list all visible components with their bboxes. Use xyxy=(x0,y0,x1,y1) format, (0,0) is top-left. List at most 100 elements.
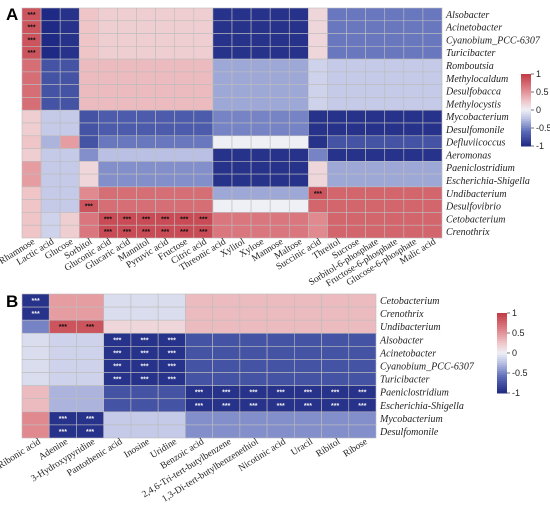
heatmap-cell xyxy=(269,212,290,226)
significance-mark: *** xyxy=(180,229,188,236)
legend-tick-label: 0.5 xyxy=(512,328,525,338)
heatmap-cell xyxy=(98,135,118,149)
significance-mark: *** xyxy=(358,390,366,397)
heatmap-cell xyxy=(288,20,309,34)
heatmap-cell xyxy=(348,332,377,347)
heatmap-cell xyxy=(174,46,195,60)
heatmap-cell xyxy=(384,135,405,149)
heatmap-cell xyxy=(365,135,386,149)
legend-gradient-step xyxy=(497,367,507,370)
heatmap-cell xyxy=(384,20,405,34)
heatmap-cell xyxy=(250,109,271,124)
row-label: Alsobacter xyxy=(379,335,423,346)
heatmap-cell xyxy=(250,148,271,162)
heatmap-cell xyxy=(231,97,252,111)
heatmap-cell xyxy=(348,372,377,386)
row-label: Desulfomonile xyxy=(379,427,439,438)
legend-tick-label: -0.5 xyxy=(512,368,528,378)
heatmap-cell xyxy=(185,411,213,426)
legend-tick-label: -0.5 xyxy=(536,123,550,133)
heatmap-cell xyxy=(98,161,118,175)
legend-gradient-step xyxy=(497,391,507,394)
heatmap-cell xyxy=(117,33,137,47)
heatmap-cell xyxy=(327,122,347,137)
heatmap-cell xyxy=(269,224,290,239)
heatmap-cell xyxy=(403,173,424,188)
heatmap-cell xyxy=(117,135,137,149)
heatmap-cell xyxy=(212,411,241,426)
heatmap-cell xyxy=(193,122,214,137)
heatmap-cell xyxy=(174,58,195,73)
heatmap-cell xyxy=(327,199,347,213)
legend-gradient-step xyxy=(521,129,531,133)
heatmap-cell xyxy=(239,359,268,373)
heatmap-cell xyxy=(59,135,80,149)
heatmap-cell xyxy=(59,161,80,175)
legend-gradient-step xyxy=(497,325,507,328)
column-label: Ribitol xyxy=(314,437,342,460)
legend-gradient-step xyxy=(497,329,507,332)
heatmap-cell xyxy=(193,97,214,111)
heatmap-cell xyxy=(59,224,80,239)
heatmap-cell xyxy=(365,97,386,111)
heatmap-cell xyxy=(384,224,405,239)
row-label: Aeromonas xyxy=(445,150,491,161)
heatmap-cell xyxy=(103,398,132,413)
legend-gradient-step xyxy=(497,373,507,376)
heatmap-cell xyxy=(103,306,132,321)
legend-gradient-step xyxy=(521,122,531,125)
heatmap-cell xyxy=(21,212,42,226)
heatmap-cell xyxy=(174,122,195,137)
heatmap-cell xyxy=(98,186,118,200)
significance-mark: *** xyxy=(140,350,148,357)
heatmap-cell xyxy=(59,109,80,124)
heatmap-cell xyxy=(40,199,61,213)
heatmap-cell xyxy=(130,424,159,439)
heatmap-cell xyxy=(117,97,137,111)
heatmap-cell xyxy=(136,199,156,213)
heatmap-cell xyxy=(384,161,405,175)
legend-gradient-step xyxy=(497,343,507,346)
legend-gradient-step xyxy=(521,138,531,142)
legend-gradient-step xyxy=(521,131,531,134)
significance-mark: *** xyxy=(140,377,148,384)
heatmap-cell xyxy=(231,20,252,34)
heatmap-cell xyxy=(308,109,328,124)
heatmap-cell xyxy=(76,306,104,321)
legend-gradient-step xyxy=(521,135,531,138)
heatmap-cell xyxy=(269,135,290,149)
heatmap-cell xyxy=(98,199,118,213)
heatmap-cell xyxy=(269,199,290,213)
heatmap-cell xyxy=(365,186,386,200)
legend-gradient-step xyxy=(521,144,531,147)
heatmap-cell xyxy=(346,135,366,149)
heatmap-cell xyxy=(365,161,386,175)
heatmap-cell xyxy=(40,84,61,98)
significance-mark: *** xyxy=(331,390,339,397)
legend-gradient-step xyxy=(497,345,507,348)
heatmap-cell xyxy=(136,186,156,200)
legend-gradient-step xyxy=(497,331,507,334)
heatmap-cell xyxy=(59,212,80,226)
heatmap-cell xyxy=(212,122,233,137)
heatmap-cell xyxy=(231,161,252,175)
legend-gradient-step xyxy=(521,117,531,120)
heatmap-cell xyxy=(269,97,290,111)
heatmap-cell xyxy=(269,84,290,98)
heatmap-cell xyxy=(212,306,241,321)
significance-mark: *** xyxy=(59,416,67,423)
heatmap-cell xyxy=(78,84,99,98)
heatmap-cell xyxy=(308,20,328,34)
significance-mark: *** xyxy=(277,390,285,397)
heatmap-cell xyxy=(185,319,213,334)
heatmap-cell xyxy=(48,293,77,308)
heatmap-cell xyxy=(212,186,233,200)
heatmap-cell xyxy=(239,332,268,347)
row-label: Desulfomonile xyxy=(445,125,505,136)
heatmap-cell xyxy=(174,20,195,34)
legend-gradient-step xyxy=(497,339,507,342)
heatmap-cell xyxy=(231,173,252,188)
row-label: Acinetobacter xyxy=(445,23,502,34)
heatmap-cell xyxy=(250,84,271,98)
heatmap-cell xyxy=(59,186,80,200)
